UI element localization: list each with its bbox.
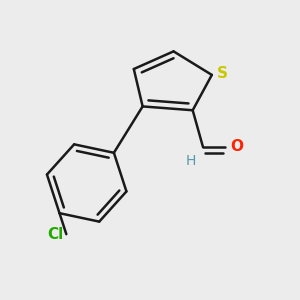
Text: Cl: Cl: [48, 227, 64, 242]
Text: S: S: [217, 66, 228, 81]
Text: O: O: [230, 139, 243, 154]
Text: H: H: [186, 154, 196, 168]
